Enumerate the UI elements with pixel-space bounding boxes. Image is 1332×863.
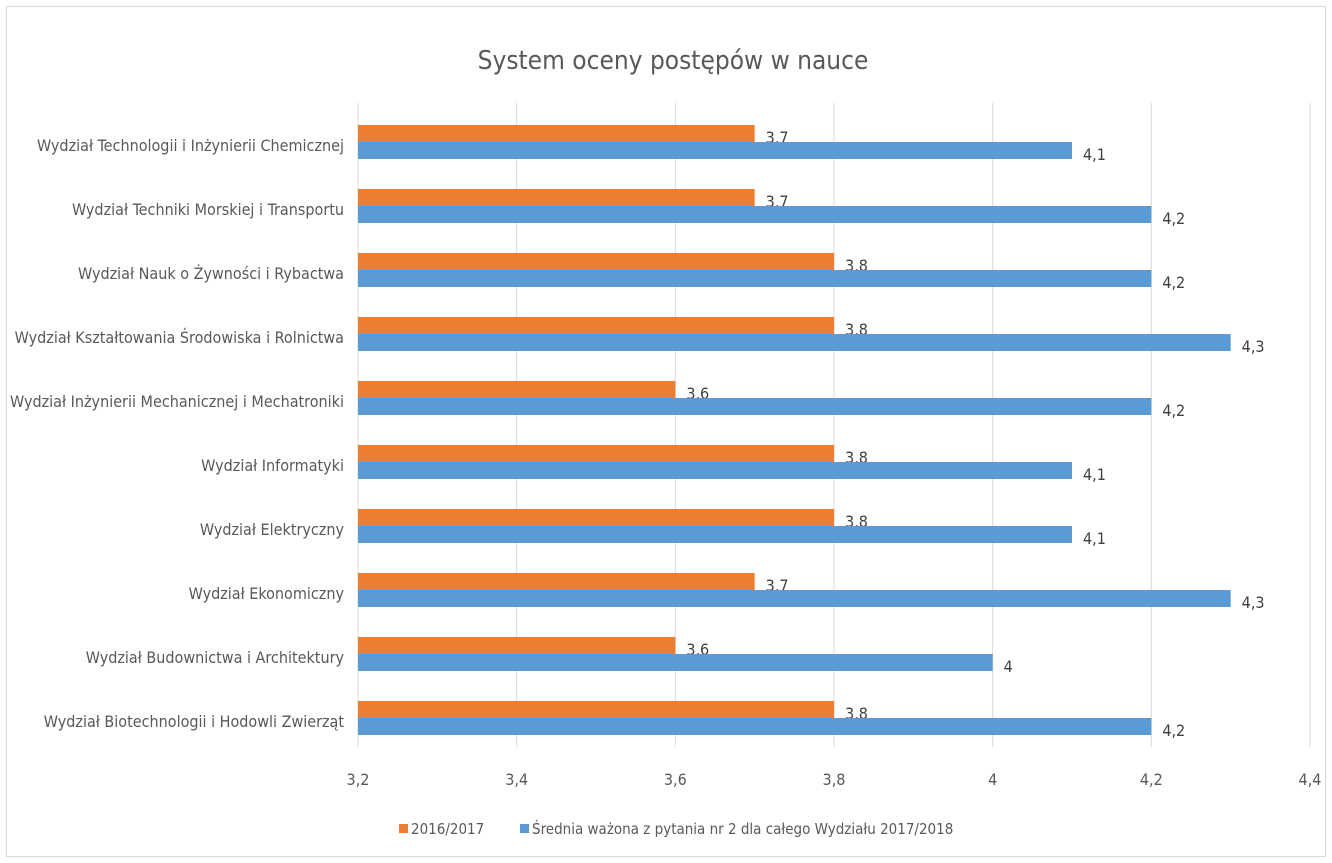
chart-frame: System oceny postępów w nauce 3,7 4,1 3,7 4… <box>6 6 1326 857</box>
category-label: Wydział Biotechnologii i Hodowli Zwierzą… <box>44 712 345 731</box>
category-label: Wydział Informatyki <box>201 456 344 475</box>
legend-label: 2016/2017 <box>411 820 484 838</box>
bar-srednia-2017-2018 <box>358 590 1231 607</box>
bar-srednia-2017-2018 <box>358 270 1152 287</box>
x-tick-label: 3,2 <box>347 770 370 789</box>
bar-2016-2017 <box>358 189 755 206</box>
x-tick-label: 3,8 <box>823 770 846 789</box>
category-label: Wydział Techniki Morskiej i Transportu <box>72 200 344 219</box>
chart-title: System oceny postępów w nauce <box>478 46 869 76</box>
legend-swatch <box>520 824 529 833</box>
bar-2016-2017 <box>358 701 834 718</box>
bar-2016-2017 <box>358 637 676 654</box>
data-label: 4,3 <box>1242 593 1265 612</box>
category-label: Wydział Technologii i Inżynierii Chemicz… <box>37 136 344 155</box>
category-label: Wydział Inżynierii Mechanicznej i Mechat… <box>10 392 344 411</box>
category-label: Wydział Elektryczny <box>200 520 345 539</box>
data-label: 4,2 <box>1162 209 1185 228</box>
data-label: 4,2 <box>1162 273 1185 292</box>
bar-srednia-2017-2018 <box>358 718 1152 735</box>
data-label: 4,1 <box>1083 529 1106 548</box>
bar-srednia-2017-2018 <box>358 334 1231 351</box>
x-tick-label: 4,2 <box>1140 770 1163 789</box>
bar-srednia-2017-2018 <box>358 654 993 671</box>
bar-2016-2017 <box>358 445 834 462</box>
x-axis-tick-labels: 3,2 3,4 3,6 3,8 4 4,2 4,4 <box>347 770 1322 789</box>
x-tick-label: 4 <box>988 770 997 789</box>
bar-2016-2017 <box>358 573 755 590</box>
x-tick-label: 3,6 <box>664 770 687 789</box>
data-label: 4 <box>1004 657 1013 676</box>
data-label: 4,2 <box>1162 401 1185 420</box>
x-tick-label: 4,4 <box>1299 770 1322 789</box>
bar-2016-2017 <box>358 125 755 142</box>
data-label: 4,2 <box>1162 721 1185 740</box>
bar-chart: System oceny postępów w nauce 3,74,13,74… <box>10 46 1322 838</box>
data-label: 4,1 <box>1083 145 1106 164</box>
data-label: 4,1 <box>1083 465 1106 484</box>
x-tick-label: 3,4 <box>505 770 528 789</box>
category-label: Wydział Ekonomiczny <box>189 584 345 603</box>
data-label: 4,3 <box>1242 337 1265 356</box>
bar-srednia-2017-2018 <box>358 462 1072 479</box>
bar-srednia-2017-2018 <box>358 526 1072 543</box>
bar-2016-2017 <box>358 317 834 334</box>
bar-2016-2017 <box>358 381 676 398</box>
legend-label: Średnia ważona z pytania nr 2 dla całego… <box>532 819 953 838</box>
category-label: Wydział Kształtowania Środowiska i Rolni… <box>15 328 344 347</box>
category-label: Wydział Nauk o Żywności i Rybactwa <box>78 264 344 283</box>
bar-2016-2017 <box>358 253 834 270</box>
bar-srednia-2017-2018 <box>358 206 1152 223</box>
legend: 2016/2017 Średnia ważona z pytania nr 2 d… <box>399 819 953 838</box>
category-labels: Wydział Technologii i Inżynierii Chemicz… <box>10 136 345 731</box>
category-label: Wydział Budownictwa i Architektury <box>86 648 345 667</box>
bars: 3,74,13,74,23,84,23,84,33,64,23,84,13,84… <box>358 125 1265 740</box>
legend-swatch <box>399 824 408 833</box>
bar-srednia-2017-2018 <box>358 398 1152 415</box>
bar-2016-2017 <box>358 509 834 526</box>
bar-srednia-2017-2018 <box>358 142 1072 159</box>
